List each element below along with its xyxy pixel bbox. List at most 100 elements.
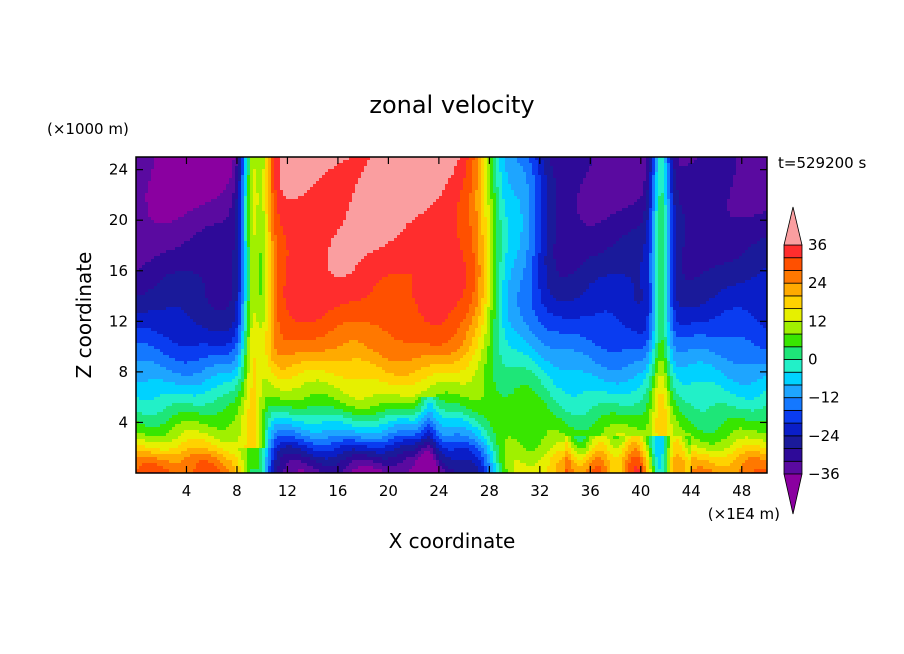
heatmap-cell	[430, 205, 434, 209]
heatmap-cell	[529, 208, 533, 212]
heatmap-cell	[217, 220, 221, 224]
heatmap-cell	[733, 160, 737, 164]
heatmap-cell	[205, 205, 209, 209]
heatmap-cell	[532, 199, 536, 203]
heatmap-cell	[328, 211, 332, 215]
heatmap-cell	[511, 175, 515, 179]
heatmap-cell	[328, 187, 332, 191]
heatmap-cell	[679, 214, 683, 218]
heatmap-cell	[325, 190, 329, 194]
heatmap-cell	[562, 211, 566, 215]
heatmap-cell	[262, 169, 266, 173]
heatmap-cell	[739, 178, 743, 182]
heatmap-cell	[529, 166, 533, 170]
heatmap-cell	[394, 172, 398, 176]
heatmap-cell	[175, 166, 179, 170]
heatmap-cell	[562, 196, 566, 200]
heatmap-cell	[376, 184, 380, 188]
heatmap-cell	[214, 214, 218, 218]
heatmap-cell	[328, 199, 332, 203]
heatmap-cell	[391, 196, 395, 200]
heatmap-cell	[640, 172, 644, 176]
heatmap-cell	[235, 190, 239, 194]
heatmap-cell	[184, 193, 188, 197]
heatmap-cell	[511, 163, 515, 167]
heatmap-cell	[214, 220, 218, 224]
heatmap-cell	[166, 172, 170, 176]
heatmap-cell	[241, 166, 245, 170]
heatmap-cell	[700, 160, 704, 164]
heatmap-cell	[706, 181, 710, 185]
heatmap-cell	[220, 181, 224, 185]
heatmap-cell	[349, 214, 353, 218]
heatmap-cell	[481, 208, 485, 212]
heatmap-cell	[343, 178, 347, 182]
heatmap-cell	[733, 178, 737, 182]
heatmap-cell	[172, 172, 176, 176]
heatmap-cell	[415, 220, 419, 224]
heatmap-cell	[442, 226, 446, 230]
heatmap-cell	[142, 190, 146, 194]
heatmap-cell	[427, 169, 431, 173]
heatmap-cell	[394, 226, 398, 230]
heatmap-cell	[721, 160, 725, 164]
heatmap-cell	[697, 175, 701, 179]
heatmap-cell	[745, 172, 749, 176]
heatmap-cell	[613, 181, 617, 185]
heatmap-cell	[334, 211, 338, 215]
heatmap-cell	[187, 166, 191, 170]
heatmap-cell	[715, 190, 719, 194]
heatmap-cell	[709, 211, 713, 215]
heatmap-cell	[505, 196, 509, 200]
heatmap-cell	[508, 187, 512, 191]
heatmap-cell	[460, 169, 464, 173]
heatmap-cell	[730, 202, 734, 206]
heatmap-cell	[232, 214, 236, 218]
heatmap-cell	[634, 160, 638, 164]
heatmap-cell	[622, 217, 626, 221]
heatmap-cell	[424, 181, 428, 185]
heatmap-cell	[724, 172, 728, 176]
heatmap-cell	[496, 202, 500, 206]
heatmap-cell	[655, 187, 659, 191]
heatmap-cell	[517, 208, 521, 212]
heatmap-cell	[487, 211, 491, 215]
heatmap-cell	[247, 196, 251, 200]
heatmap-cell	[532, 187, 536, 191]
heatmap-cell	[571, 184, 575, 188]
heatmap-cell	[148, 226, 152, 230]
heatmap-cell	[463, 217, 467, 221]
heatmap-cell	[490, 217, 494, 221]
heatmap-cell	[649, 205, 653, 209]
heatmap-cell	[715, 199, 719, 203]
heatmap-cell	[691, 217, 695, 221]
heatmap-cell	[529, 160, 533, 164]
heatmap-cell	[385, 187, 389, 191]
heatmap-cell	[646, 181, 650, 185]
heatmap-cell	[397, 169, 401, 173]
heatmap-cell	[139, 187, 143, 191]
heatmap-cell	[361, 166, 365, 170]
heatmap-cell	[475, 226, 479, 230]
heatmap-cell	[148, 199, 152, 203]
heatmap-cell	[322, 160, 326, 164]
heatmap-cell	[484, 208, 488, 212]
heatmap-cell	[526, 166, 530, 170]
heatmap-cell	[565, 199, 569, 203]
heatmap-cell	[166, 199, 170, 203]
heatmap-cell	[547, 166, 551, 170]
heatmap-cell	[295, 196, 299, 200]
heatmap-cell	[724, 175, 728, 179]
heatmap-cell	[658, 166, 662, 170]
heatmap-cell	[616, 196, 620, 200]
heatmap-cell	[463, 226, 467, 230]
heatmap-cell	[145, 163, 149, 167]
heatmap-cell	[442, 178, 446, 182]
heatmap-cell	[502, 211, 506, 215]
heatmap-cell	[760, 208, 764, 212]
heatmap-cell	[292, 202, 296, 206]
heatmap-cell	[688, 202, 692, 206]
heatmap-cell	[451, 223, 455, 227]
heatmap-cell	[433, 202, 437, 206]
heatmap-cell	[223, 169, 227, 173]
